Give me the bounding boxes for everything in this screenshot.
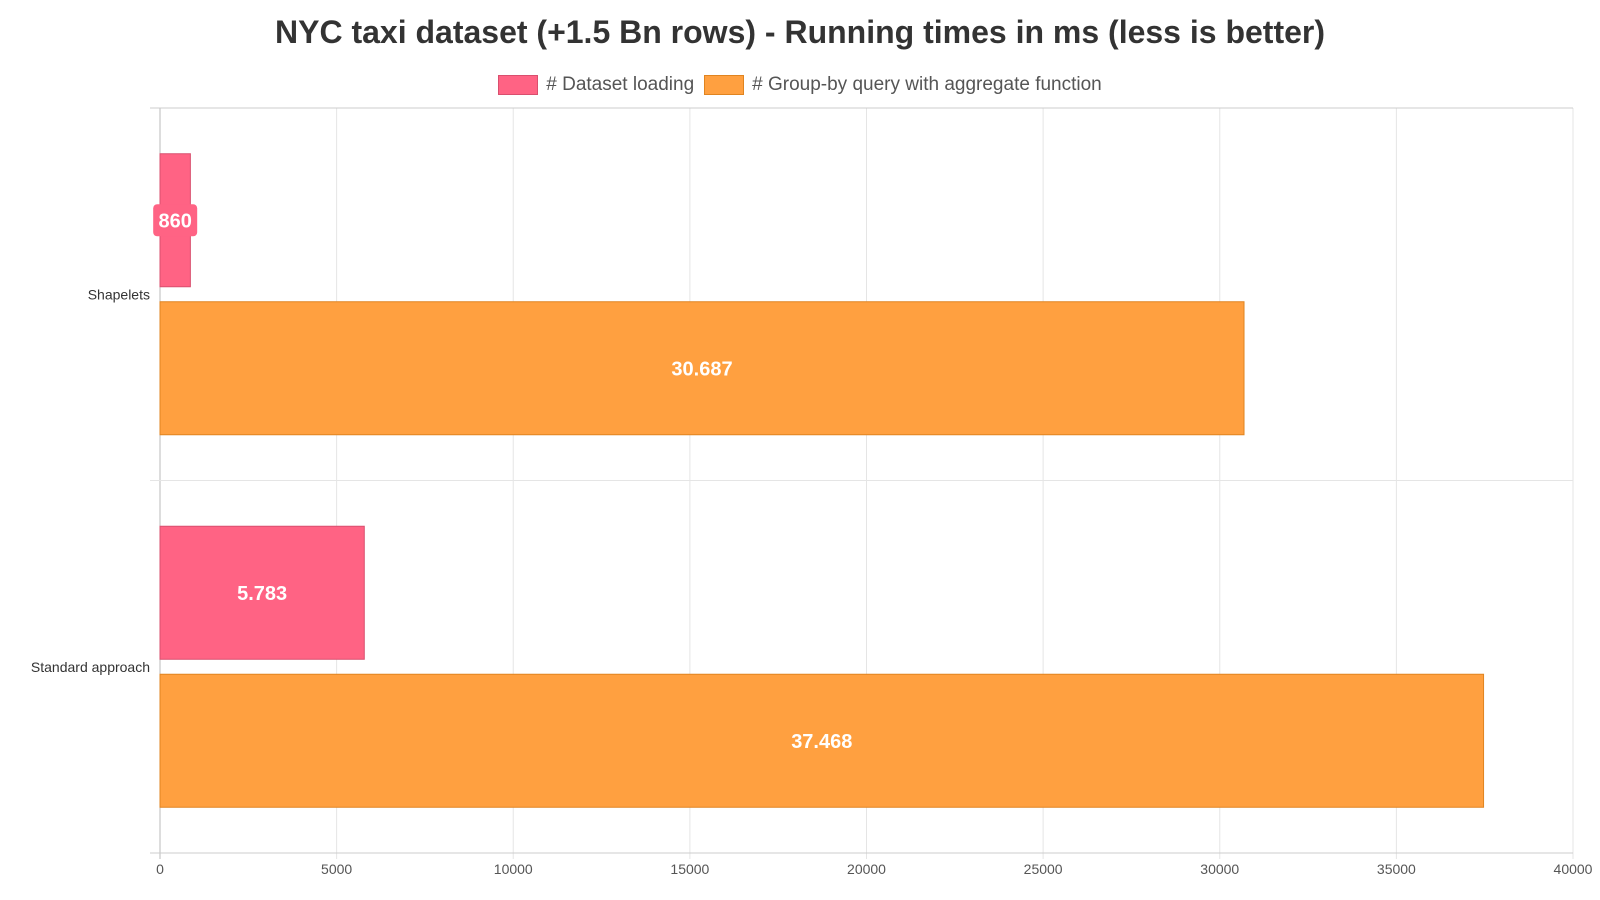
data-label: 860	[159, 210, 192, 232]
x-tick-label: 35000	[1377, 861, 1416, 877]
data-label: 5.783	[237, 583, 287, 605]
x-tick-label: 30000	[1200, 861, 1239, 877]
legend-swatch-group-by-query	[704, 75, 745, 95]
bar[interactable]	[159, 673, 1485, 808]
legend-label-group-by-query: # Group-by query with aggregate function	[752, 74, 1102, 95]
data-label: 30.687	[671, 358, 732, 380]
legend-label-dataset-loading: # Dataset loading	[546, 74, 695, 95]
legend-swatch-dataset-loading	[498, 75, 539, 95]
data-label-background	[153, 204, 198, 237]
bar[interactable]	[159, 525, 365, 660]
chart-title: NYC taxi dataset (+1.5 Bn rows) - Runnin…	[274, 14, 1325, 50]
bar[interactable]	[159, 301, 1245, 436]
x-tick-label: 0	[156, 861, 164, 877]
legend: # Dataset loading # Group-by query with …	[0, 74, 1600, 96]
category-label: Shapelets	[88, 286, 150, 302]
data-label: 37.468	[791, 731, 852, 753]
x-tick-label: 5000	[321, 861, 352, 877]
x-tick-label: 20000	[847, 861, 886, 877]
x-tick-label: 10000	[494, 861, 533, 877]
x-tick-label: 40000	[1554, 861, 1593, 877]
x-tick-label: 25000	[1024, 861, 1063, 877]
category-label: Standard approach	[31, 659, 150, 675]
legend-item-dataset-loading[interactable]: # Dataset loading	[498, 74, 694, 96]
legend-item-group-by-query[interactable]: # Group-by query with aggregate function	[704, 74, 1102, 96]
x-tick-label: 15000	[670, 861, 709, 877]
